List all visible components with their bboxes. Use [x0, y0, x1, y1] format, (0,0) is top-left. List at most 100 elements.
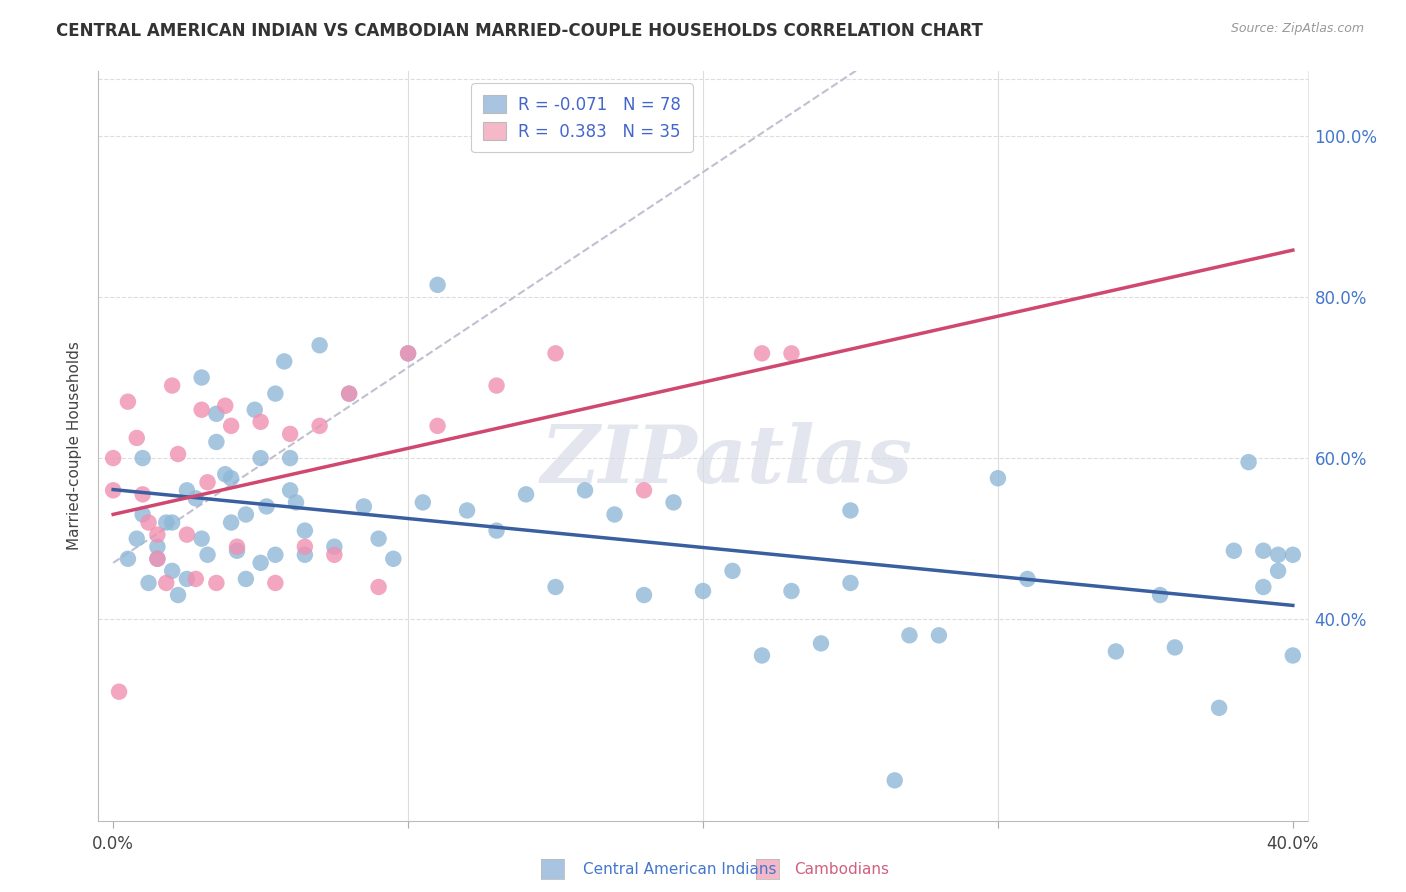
Point	[1237, 455, 1260, 469]
Point	[146, 527, 169, 541]
Point	[308, 338, 330, 352]
Point	[323, 548, 346, 562]
Point	[273, 354, 295, 368]
Point	[1208, 701, 1230, 715]
Point	[883, 773, 905, 788]
Point	[243, 402, 266, 417]
Point	[337, 386, 360, 401]
Point	[285, 495, 308, 509]
Point	[662, 495, 685, 509]
Point	[1149, 588, 1171, 602]
Point	[101, 483, 124, 498]
Point	[426, 418, 449, 433]
Point	[692, 584, 714, 599]
Point	[176, 527, 198, 541]
Point	[1164, 640, 1187, 655]
Point	[633, 588, 655, 602]
Point	[278, 426, 301, 441]
Point	[226, 540, 249, 554]
Point	[294, 524, 316, 538]
Point	[1282, 648, 1305, 663]
Point	[249, 451, 271, 466]
Point	[176, 483, 198, 498]
Point	[190, 402, 212, 417]
Point	[544, 580, 567, 594]
Point	[235, 572, 257, 586]
Point	[108, 684, 131, 698]
Point	[1282, 548, 1305, 562]
Point	[412, 495, 434, 509]
Point	[780, 584, 803, 599]
Point	[249, 415, 271, 429]
Point	[205, 407, 228, 421]
Text: Central American Indians: Central American Indians	[583, 863, 778, 877]
Point	[184, 491, 207, 506]
Point	[256, 500, 278, 514]
Point	[155, 576, 177, 591]
Point	[323, 540, 346, 554]
Point	[160, 516, 183, 530]
Point	[138, 516, 160, 530]
Point	[721, 564, 744, 578]
Point	[190, 532, 212, 546]
Point	[1223, 543, 1246, 558]
Point	[456, 503, 478, 517]
Point	[294, 540, 316, 554]
Point	[197, 548, 219, 562]
Point	[160, 378, 183, 392]
Point	[515, 487, 537, 501]
Point	[205, 576, 228, 591]
Point	[197, 475, 219, 490]
Point	[117, 551, 139, 566]
Point	[226, 543, 249, 558]
Text: CENTRAL AMERICAN INDIAN VS CAMBODIAN MARRIED-COUPLE HOUSEHOLDS CORRELATION CHART: CENTRAL AMERICAN INDIAN VS CAMBODIAN MAR…	[56, 22, 983, 40]
Point	[101, 451, 124, 466]
Point	[131, 508, 153, 522]
Point	[160, 564, 183, 578]
Point	[278, 451, 301, 466]
Point	[1253, 580, 1275, 594]
Point	[382, 551, 405, 566]
Point	[1105, 644, 1128, 658]
Point	[214, 399, 236, 413]
Point	[155, 516, 177, 530]
Point	[117, 394, 139, 409]
Point	[167, 447, 190, 461]
Point	[353, 500, 375, 514]
Point	[146, 551, 169, 566]
Point	[898, 628, 921, 642]
Point	[294, 548, 316, 562]
Point	[839, 503, 862, 517]
Point	[337, 386, 360, 401]
Point	[396, 346, 419, 360]
Point	[131, 487, 153, 501]
Point	[396, 346, 419, 360]
Point	[485, 378, 508, 392]
Point	[1267, 548, 1289, 562]
Point	[633, 483, 655, 498]
Point	[1017, 572, 1039, 586]
Point	[780, 346, 803, 360]
Legend: R = -0.071   N = 78, R =  0.383   N = 35: R = -0.071 N = 78, R = 0.383 N = 35	[471, 84, 693, 153]
Point	[219, 418, 242, 433]
Point	[485, 524, 508, 538]
Point	[264, 386, 287, 401]
Point	[751, 346, 773, 360]
Point	[278, 483, 301, 498]
Text: ZIPatlas: ZIPatlas	[541, 422, 914, 500]
Point	[125, 431, 148, 445]
Point	[190, 370, 212, 384]
Point	[367, 580, 389, 594]
Point	[1267, 564, 1289, 578]
Point	[219, 516, 242, 530]
Point	[751, 648, 773, 663]
Point	[138, 576, 160, 591]
Y-axis label: Married-couple Households: Married-couple Households	[67, 342, 83, 550]
Point	[249, 556, 271, 570]
Point	[574, 483, 596, 498]
Point	[205, 434, 228, 449]
Point	[167, 588, 190, 602]
Point	[184, 572, 207, 586]
Point	[125, 532, 148, 546]
Point	[176, 572, 198, 586]
